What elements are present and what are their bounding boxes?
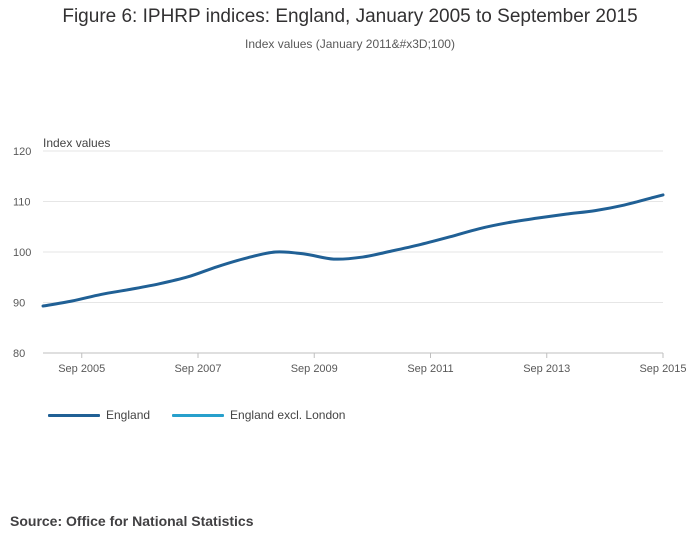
series-lines — [41, 193, 665, 308]
legend: England England excl. London — [48, 408, 345, 422]
legend-swatch-england-excl-london — [172, 413, 225, 417]
source-note: Source: Office for National Statistics — [10, 513, 254, 529]
y-tick-label-120: 120 — [13, 146, 31, 158]
legend-swatch-england — [48, 413, 100, 417]
y-tick-label-90: 90 — [13, 298, 25, 310]
y-tick-label-110: 110 — [13, 197, 31, 209]
legend-item-england-excl-london[interactable]: England excl. London — [172, 408, 345, 422]
chart-subtitle: Index values (January 2011&#x3D;100) — [245, 37, 455, 51]
legend-label-england-excl-london: England excl. London — [230, 408, 346, 422]
gridlines — [43, 150, 663, 354]
x-axis-ticks: Sep 2005 Sep 2007 Sep 2009 Sep 2011 Sep 2013… — [58, 353, 687, 375]
x-tick-label-1: Sep 2007 — [174, 363, 221, 375]
x-tick-label-5: Sep 2015 — [639, 363, 686, 375]
legend-label-england: England — [106, 408, 151, 422]
y-axis-ticks: 80 90 100 110 120 — [13, 146, 31, 360]
y-tick-label-80: 80 — [13, 348, 25, 360]
x-tick-label-4: Sep 2013 — [523, 363, 570, 375]
x-tick-label-0: Sep 2005 — [58, 363, 105, 375]
series-line-0[interactable] — [41, 193, 665, 308]
chart-title: Figure 6: IPHRP indices: England, Januar… — [62, 6, 638, 27]
y-axis-label: Index values — [43, 136, 110, 150]
x-tick-label-3: Sep 2011 — [407, 363, 453, 375]
legend-item-england[interactable]: England — [48, 408, 150, 422]
x-tick-label-2: Sep 2009 — [291, 363, 338, 375]
y-tick-label-100: 100 — [13, 247, 31, 259]
